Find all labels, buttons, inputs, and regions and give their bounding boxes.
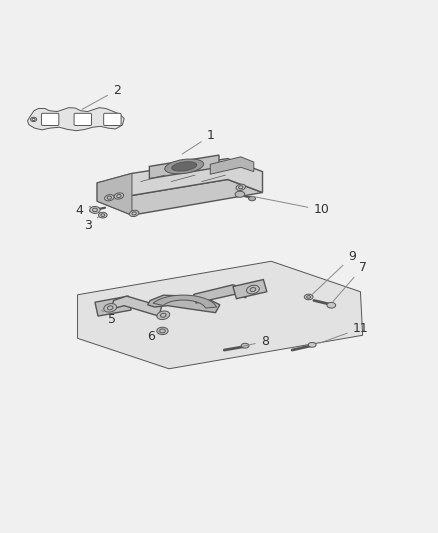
Ellipse shape <box>99 212 107 218</box>
Ellipse shape <box>304 294 313 300</box>
Text: 1: 1 <box>182 130 214 154</box>
Text: 2: 2 <box>82 84 120 109</box>
Ellipse shape <box>249 197 255 201</box>
Polygon shape <box>153 295 216 308</box>
FancyBboxPatch shape <box>74 114 92 125</box>
Polygon shape <box>111 296 162 316</box>
Text: 10: 10 <box>251 196 329 216</box>
Ellipse shape <box>308 342 316 347</box>
Polygon shape <box>233 279 267 298</box>
Polygon shape <box>194 285 246 303</box>
Ellipse shape <box>90 206 100 213</box>
Text: 3: 3 <box>85 217 99 232</box>
Polygon shape <box>97 173 132 215</box>
Ellipse shape <box>247 285 259 294</box>
Polygon shape <box>149 155 219 179</box>
Polygon shape <box>97 180 262 215</box>
Ellipse shape <box>104 304 117 312</box>
Polygon shape <box>97 158 262 201</box>
Ellipse shape <box>31 117 37 122</box>
Polygon shape <box>210 157 254 174</box>
Ellipse shape <box>157 311 170 319</box>
Polygon shape <box>28 108 124 131</box>
Ellipse shape <box>129 210 139 216</box>
Text: 5: 5 <box>102 310 117 326</box>
Ellipse shape <box>235 191 245 197</box>
Ellipse shape <box>241 343 249 348</box>
Ellipse shape <box>105 195 114 201</box>
Ellipse shape <box>236 184 245 190</box>
Ellipse shape <box>327 302 336 308</box>
FancyBboxPatch shape <box>104 114 121 125</box>
Ellipse shape <box>114 193 124 199</box>
Ellipse shape <box>172 161 197 171</box>
Text: 7: 7 <box>333 261 367 301</box>
FancyBboxPatch shape <box>42 114 59 125</box>
Polygon shape <box>95 296 131 316</box>
Ellipse shape <box>165 159 204 174</box>
Text: 11: 11 <box>320 322 368 343</box>
Ellipse shape <box>157 327 168 335</box>
Text: 6: 6 <box>148 329 160 343</box>
Text: 9: 9 <box>311 251 356 295</box>
Ellipse shape <box>32 118 35 120</box>
Polygon shape <box>148 295 220 313</box>
Text: 8: 8 <box>243 335 268 348</box>
Text: 4: 4 <box>76 204 91 217</box>
Polygon shape <box>78 261 363 369</box>
